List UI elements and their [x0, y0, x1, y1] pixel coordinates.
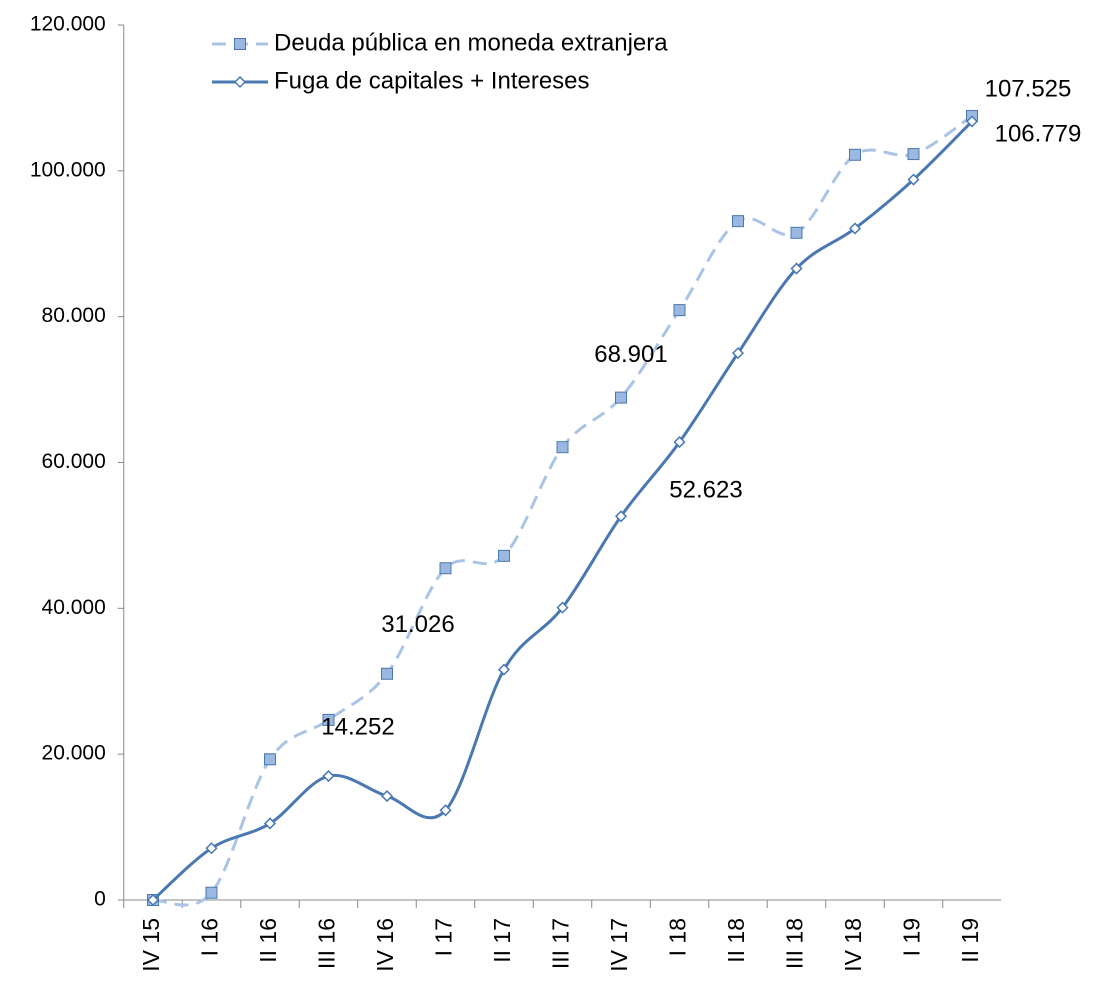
y-tick-label: 0 — [94, 888, 106, 911]
data-point — [322, 713, 335, 726]
data-label: 31.026 — [381, 611, 454, 638]
data-point — [732, 215, 744, 228]
data-point — [907, 173, 920, 186]
data-point — [264, 753, 276, 766]
data-point — [790, 262, 803, 275]
x-tick-label: I 16 — [197, 918, 223, 956]
data-point — [497, 663, 511, 676]
legend-marker — [233, 75, 247, 89]
x-tick-label: IV 15 — [138, 918, 164, 972]
legend-label: Fuga de capitales + Intereses — [274, 67, 590, 94]
data-point — [263, 817, 277, 830]
data-point — [556, 601, 569, 614]
data-point — [614, 510, 628, 523]
data-point — [731, 347, 745, 360]
y-tick-label: 60.000 — [42, 450, 106, 473]
y-tick-label: 100.000 — [30, 158, 106, 181]
series-line — [152, 114, 973, 907]
data-point — [381, 667, 393, 680]
data-point — [498, 549, 510, 562]
data-point — [615, 391, 627, 404]
data-label: 107.525 — [985, 75, 1072, 102]
y-tick-label: 120.000 — [30, 13, 106, 36]
y-tick-label: 80.000 — [42, 304, 106, 327]
x-tick-label: II 17 — [489, 918, 515, 963]
data-label: 52.623 — [669, 477, 742, 504]
x-tick-label: II 19 — [957, 918, 983, 963]
y-tick-label: 20.000 — [42, 742, 106, 765]
data-point — [322, 769, 335, 783]
x-tick-label: III 17 — [548, 918, 574, 969]
x-tick-label: I 19 — [899, 918, 925, 956]
x-tick-label: IV 17 — [606, 918, 632, 972]
data-point — [848, 222, 862, 235]
data-point — [965, 115, 979, 128]
x-tick-label: IV 18 — [840, 918, 866, 972]
x-tick-label: III 16 — [314, 918, 340, 969]
data-point — [205, 886, 218, 899]
x-tick-label: IV 16 — [372, 918, 398, 972]
legend-marker — [234, 38, 246, 50]
x-tick-label: I 17 — [431, 918, 457, 956]
data-point — [673, 304, 686, 317]
x-tick-label: II 16 — [255, 918, 281, 963]
y-tick-label: 40.000 — [42, 596, 106, 619]
x-tick-label: III 18 — [782, 918, 808, 969]
data-point — [907, 148, 920, 161]
data-point — [439, 562, 452, 575]
x-tick-label: I 18 — [665, 918, 691, 956]
data-label: 106.779 — [995, 121, 1082, 148]
data-point — [146, 893, 160, 907]
data-point — [673, 436, 686, 449]
data-point — [380, 790, 394, 803]
data-point — [439, 804, 452, 817]
data-point — [205, 842, 218, 855]
legend-label: Deuda pública en moneda extranjera — [274, 29, 668, 56]
data-point — [849, 148, 861, 161]
x-tick-label: II 18 — [723, 918, 749, 963]
data-label: 68.901 — [594, 341, 667, 368]
data-point — [790, 226, 803, 239]
series-line — [152, 120, 974, 902]
data-point — [556, 441, 569, 454]
data-label: 14.252 — [321, 713, 394, 740]
